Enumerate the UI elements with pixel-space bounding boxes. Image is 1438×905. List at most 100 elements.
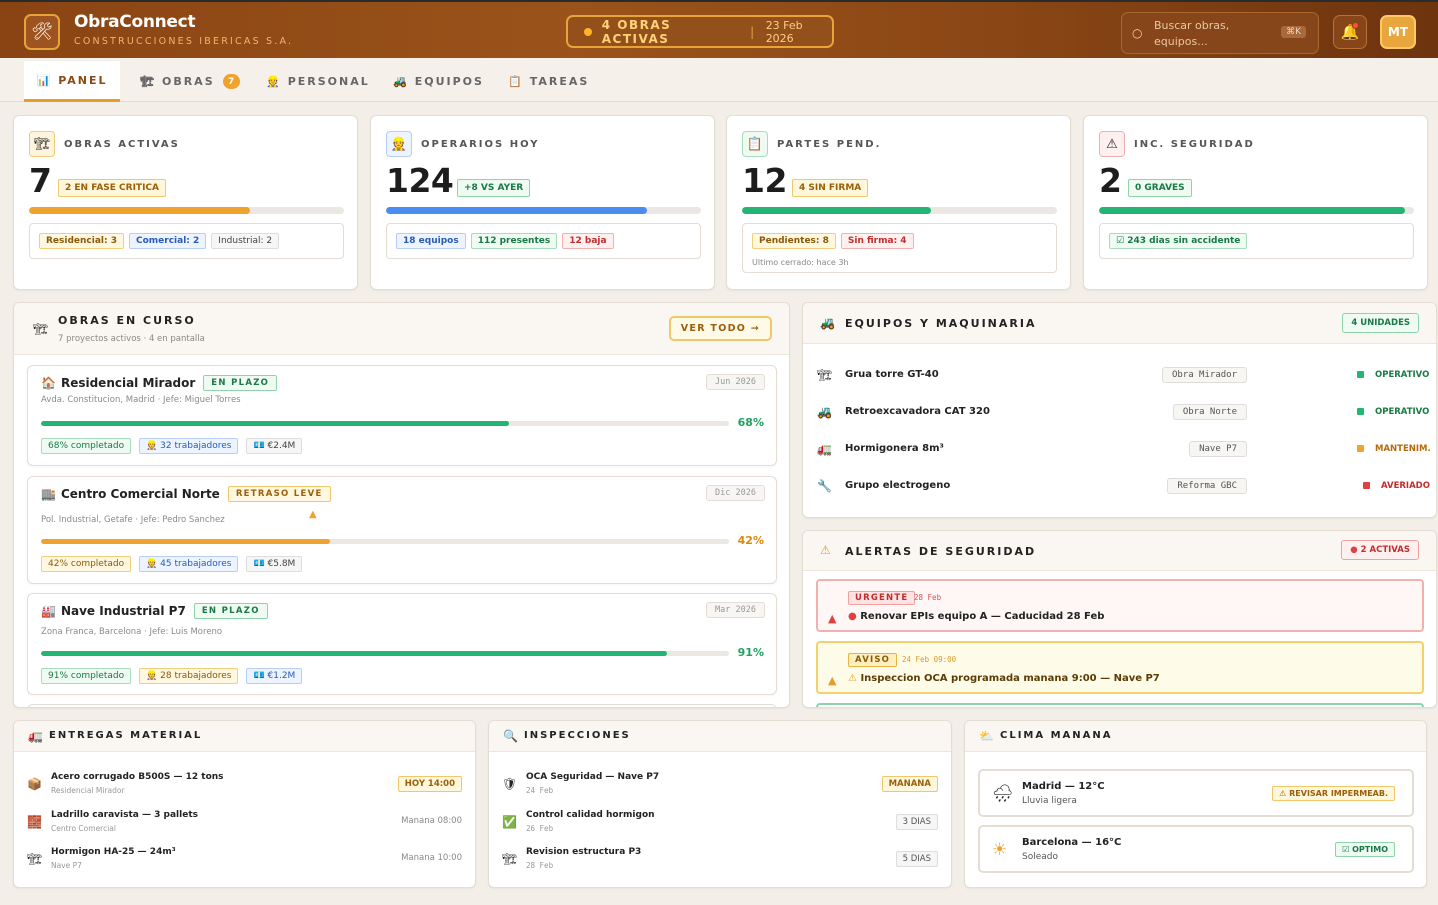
panel-header: 🔍 INSPECCIONES (489, 721, 951, 752)
workers-chip: 👷 28 trabajadores (139, 668, 239, 684)
breakdown-chip: Industrial: 2 (211, 233, 280, 249)
kpi-incidencias-seguridad[interactable]: ⚠ INC. SEGURIDAD 2 0 GRAVES ☑ 243 dias s… (1083, 115, 1428, 290)
view-all-button[interactable]: VER TODO → (668, 316, 772, 341)
kpi-partes-pendientes[interactable]: 📋 PARTES PEND. 12 4 SIN FIRMA Pendientes… (726, 115, 1071, 290)
alert-message: ⚠ Inspeccion OCA programada manana 9:00 … (848, 673, 1160, 684)
equipment-name: Retroexcavadora CAT 320 (845, 406, 990, 417)
kpi-tag: 2 EN FASE CRITICA (58, 179, 166, 197)
obra-progress-bar (41, 651, 729, 656)
inspection-date: 26 Feb (526, 824, 554, 833)
mall-icon: 🏬 (41, 487, 56, 501)
search-box[interactable]: ○ Buscar obras, equipos... ⌘K (1121, 12, 1319, 54)
equipment-row[interactable]: 🏗 Grua torre GT-40 Obra Mirador OPERATIV… (817, 356, 1430, 393)
crane-icon: 🏗 (27, 852, 43, 866)
kpi-tag: 4 SIN FIRMA (792, 179, 869, 197)
kpi-breakdown: 18 equipos 112 presentes 12 baja (386, 223, 701, 259)
panel-header: ⚠ ALERTAS DE SEGURIDAD ● 2 ACTIVAS (803, 531, 1436, 571)
user-avatar[interactable]: MT (1380, 15, 1416, 49)
chart-icon: 📊 (36, 73, 51, 87)
alert-text: Renovar EPIs equipo A — Caducidad 28 Feb (860, 611, 1105, 622)
delivery-row[interactable]: 🧱 Ladrillo caravista — 3 pallets Centro … (27, 810, 462, 846)
status-square-icon (1357, 408, 1364, 415)
budget-chip: 💶 €1.2M (246, 668, 303, 684)
crane-icon: 🏗 (817, 367, 833, 382)
kpi-obras-activas[interactable]: 🏗 OBRAS ACTIVAS 7 2 EN FASE CRITICA Resi… (13, 115, 358, 290)
status-label: OPERATIVO (1375, 369, 1430, 380)
entregas-panel: 🚛 ENTREGAS MATERIAL 📦 Acero corrugado B5… (13, 720, 476, 888)
city-temperature: Madrid — 12°C (1022, 781, 1105, 792)
tab-obras[interactable]: 🏗 OBRAS 7 (140, 61, 240, 102)
equipment-row[interactable]: 🔧 Grupo electrogeno Reforma GBC AVERIADO (817, 467, 1430, 504)
tab-panel[interactable]: 📊 PANEL (24, 61, 120, 102)
inspection-row[interactable]: 🏗 Revision estructura P3 28 Feb 5 DIAS (502, 847, 938, 883)
active-alerts-badge: ● 2 ACTIVAS (1341, 540, 1419, 560)
workers-chip: 👷 45 trabajadores (139, 556, 239, 572)
panel-header: ⛅ CLIMA MANANA (965, 721, 1426, 752)
obra-percent: 68% (737, 416, 764, 429)
inspection-row[interactable]: ✅ Control calidad hormigon 26 Feb 3 DIAS (502, 810, 938, 846)
alert-urgent[interactable]: ▲ URGENTE 28 Feb ● Renovar EPIs equipo A… (816, 579, 1424, 632)
clipboard-icon: 📋 (742, 131, 768, 157)
equipment-status: OPERATIVO (1357, 407, 1429, 417)
tab-label: TAREAS (529, 75, 590, 88)
active-works-pill[interactable]: 4 OBRAS ACTIVAS | 23 Feb 2026 (566, 15, 834, 48)
obra-card[interactable]: 🏠 Residencial Mirador EN PLAZO Jun 2026 … (27, 365, 777, 466)
alert-tag: AVISO (848, 653, 898, 667)
kpi-progress-bar (386, 207, 701, 214)
obra-card[interactable]: 🏭 Nave Industrial P7 EN PLAZO Mar 2026 Z… (27, 593, 777, 695)
delivery-row[interactable]: 📦 Acero corrugado B500S — 12 tons Reside… (27, 772, 462, 808)
panel-title: INSPECCIONES (524, 730, 631, 741)
inspection-row[interactable]: 🛡 OCA Seguridad — Nave P7 24 Feb MANANA (502, 772, 938, 808)
delivery-row[interactable]: 🏗 Hormigon HA-25 — 24m³ Nave P7 Manana 1… (27, 847, 462, 883)
panel-title: OBRAS EN CURSO (58, 314, 196, 327)
equipos-panel: 🚜 EQUIPOS Y MAQUINARIA 4 UNIDADES 🏗 Grua… (802, 302, 1437, 518)
tab-tareas[interactable]: 📋 TAREAS (508, 61, 589, 102)
tab-equipos[interactable]: 🚜 EQUIPOS (393, 61, 484, 102)
equipment-status: AVERIADO (1363, 481, 1430, 491)
delivery-title: Hormigon HA-25 — 24m³ (51, 847, 176, 857)
equipment-name: Grupo electrogeno (845, 480, 951, 491)
status-square-icon (1357, 371, 1364, 378)
search-input[interactable]: Buscar obras, equipos... (1154, 19, 1230, 48)
delivery-site: Residencial Mirador (51, 786, 125, 795)
worker-icon: 👷 (266, 75, 280, 88)
weather-icon: ⛅ (979, 729, 994, 743)
weather-card[interactable]: 🌧 Madrid — 12°C Lluvia ligera ⚠ REVISAR … (978, 769, 1414, 817)
panel-subtitle: 7 proyectos activos · 4 en pantalla (58, 334, 205, 344)
obra-name: Residencial Mirador (60, 376, 196, 390)
status-label: AVERIADO (1381, 480, 1430, 491)
kpi-label: INC. SEGURIDAD (1134, 139, 1255, 150)
kpi-progress-fill (29, 207, 250, 214)
alert-date: 24 Feb 09:00 (902, 655, 957, 664)
logo-tools-icon[interactable]: 🛠 (24, 14, 60, 50)
inspection-title: Revision estructura P3 (526, 847, 642, 857)
equipment-row[interactable]: 🚜 Retroexcavadora CAT 320 Obra Norte OPE… (817, 393, 1429, 430)
weather-card[interactable]: ☀ Barcelona — 16°C Soleado ☑ OPTIMO (978, 825, 1414, 873)
delivery-site: Centro Comercial (51, 824, 116, 833)
kpi-operarios-hoy[interactable]: 👷 OPERARIOS HOY 124 +8 VS AYER 18 equipo… (370, 115, 715, 290)
obra-card[interactable]: 🏬 Centro Comercial Norte RETRASO LEVE ▲ … (27, 476, 777, 584)
status-badge: EN PLAZO (193, 603, 268, 619)
equipment-row[interactable]: 🚛 Hormigonera 8m³ Nave P7 MANTENIM. (817, 430, 1431, 467)
obra-card-partial (27, 704, 777, 707)
delivery-time: HOY 14:00 (397, 776, 462, 792)
search-icon: ○ (1132, 26, 1143, 40)
weather-advice-badge: ☑ OPTIMO (1335, 842, 1395, 857)
panel-title: ALERTAS DE SEGURIDAD (845, 545, 1037, 558)
tractor-icon: 🚜 (820, 316, 835, 330)
alert-date: 28 Feb (914, 593, 942, 602)
tab-personal[interactable]: 👷 PERSONAL (266, 61, 370, 102)
completion-chip: 68% completado (41, 438, 132, 454)
equipment-status: MANTENIM. (1357, 444, 1431, 454)
breakdown-chip: Pendientes: 8 (752, 233, 836, 249)
alert-dot-icon: ● (1350, 545, 1361, 555)
obra-deadline: Jun 2026 (706, 374, 765, 390)
kpi-value: 12 (742, 161, 787, 200)
truck-icon: 🚛 (817, 441, 832, 456)
tractor-icon: 🚜 (393, 75, 407, 88)
notifications-button[interactable]: 🔔 (1333, 15, 1367, 49)
alert-warning[interactable]: ▲ AVISO 24 Feb 09:00 ⚠ Inspeccion OCA pr… (816, 641, 1424, 694)
truck-icon: 🚛 (28, 729, 43, 743)
workers-chip: 👷 32 trabajadores (139, 438, 239, 454)
alert-bullet-icon: ⚠ (848, 673, 857, 684)
